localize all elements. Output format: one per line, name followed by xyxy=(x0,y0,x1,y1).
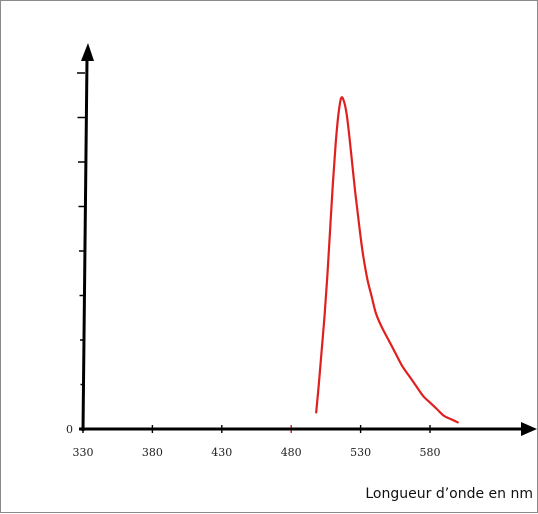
x-tick-label: 380 xyxy=(142,446,163,459)
x-tick-label: 430 xyxy=(211,446,232,459)
x-tick-label: 330 xyxy=(73,446,94,459)
series-line xyxy=(315,96,459,424)
x-tick-label: 530 xyxy=(350,446,371,459)
x-axis-title: Longueur d’onde en nm xyxy=(365,486,533,502)
y-axis-tick-labels: 0 xyxy=(66,423,73,436)
x-axis-arrowhead xyxy=(521,422,537,436)
y-axis-arrowhead xyxy=(81,43,94,61)
x-tick-label: 480 xyxy=(281,446,302,459)
x-axis-tick-labels: 330 380 430 480 530 580 xyxy=(73,446,441,459)
y-tick-label: 0 xyxy=(66,423,73,436)
x-tick-label: 580 xyxy=(420,446,441,459)
y-axis-line xyxy=(81,58,89,432)
y-axis-ticks xyxy=(77,72,85,386)
